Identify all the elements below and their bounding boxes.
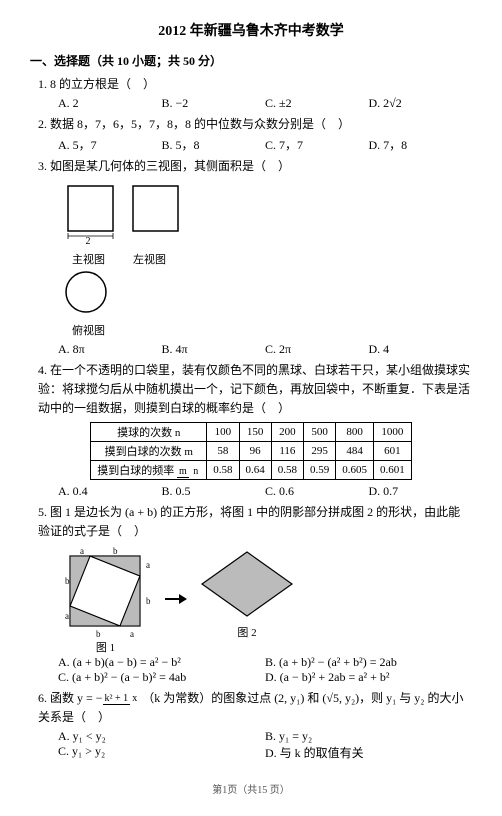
- q5-stem: 5. 图 1 是边长为 (a + b) 的正方形，将图 1 中的阴影部分拼成图 …: [38, 503, 472, 541]
- arrow-icon: [163, 589, 187, 609]
- q5-opt-c: C. (a + b)² − (a − b)² = 4ab: [58, 670, 265, 685]
- table-row: 摸到白球的次数 m 58 96 116 295 484 601: [91, 442, 412, 461]
- q6-options: A. y₁ < y₂ B. y₁ = y₂ C. y₁ > y₂ D. 与 k …: [58, 729, 472, 761]
- q2-stem: 2. 数据 8，7，6，5，7，8，8 的中位数与众数分别是（ ）: [38, 115, 472, 134]
- q3-opt-d: D. 4: [369, 342, 473, 357]
- q5-opt-a: A. (a + b)(a − b) = a² − b²: [58, 655, 265, 670]
- q5-options: A. (a + b)(a − b) = a² − b² B. (a + b)² …: [58, 655, 472, 685]
- page-title: 2012 年新疆乌鲁木齐中考数学: [30, 20, 472, 40]
- q6-opt-b: B. y₁ = y₂: [265, 729, 472, 744]
- q4-table: 摸球的次数 n 100 150 200 500 800 1000 摸到白球的次数…: [90, 422, 412, 480]
- q6-opt-c: C. y₁ > y₂: [58, 744, 265, 761]
- q6-opt-d: D. 与 k 的取值有关: [265, 744, 472, 761]
- q1-opt-c: C. ±2: [265, 96, 369, 111]
- q3-figures: 2 主视图 左视图 俯视图: [58, 181, 472, 338]
- q4-opt-a: A. 0.4: [58, 484, 162, 499]
- q2-opt-b: B. 5，8: [162, 136, 266, 153]
- q3-opt-b: B. 4π: [162, 342, 266, 357]
- q1-stem: 1. 8 的立方根是（ ）: [38, 75, 472, 94]
- table-row: 摸到白球的频率 m n 0.58 0.64 0.58 0.59 0.605 0.…: [91, 461, 412, 480]
- page-footer: 第1页（共15 页）: [30, 781, 472, 796]
- q2-opt-d: D. 7，8: [369, 136, 473, 153]
- q3-options: A. 8π B. 4π C. 2π D. 4: [58, 342, 472, 357]
- q2-options: A. 5，7 B. 5，8 C. 7，7 D. 7，8: [58, 136, 472, 153]
- q2-opt-a: A. 5，7: [58, 136, 162, 153]
- table-row: 摸球的次数 n 100 150 200 500 800 1000: [91, 423, 412, 442]
- fraction: k² + 1x: [103, 694, 140, 704]
- fraction: m n: [177, 467, 200, 477]
- svg-text:a: a: [80, 546, 84, 556]
- q1-opt-a: A. 2: [58, 96, 162, 111]
- q3-opt-a: A. 8π: [58, 342, 162, 357]
- q4-stem: 4. 在一个不透明的口袋里，装有仅颜色不同的黑球、白球若干只，某小组做摸球实验：…: [38, 361, 472, 419]
- q4-opt-d: D. 0.7: [369, 484, 473, 499]
- q6-opt-a: A. y₁ < y₂: [58, 729, 265, 744]
- svg-text:2: 2: [86, 236, 91, 247]
- svg-text:b: b: [146, 596, 151, 606]
- svg-text:b: b: [113, 546, 118, 556]
- q1-opt-b: B. −2: [162, 96, 266, 111]
- q3-top-label: 俯视图: [72, 322, 472, 338]
- q4-opt-b: B. 0.5: [162, 484, 266, 499]
- q4-opt-c: C. 0.6: [265, 484, 369, 499]
- q3-front-label: 主视图: [72, 251, 105, 267]
- svg-text:b: b: [65, 576, 70, 586]
- q6-stem: 6. 函数 y = −k² + 1x （k 为常数）的图象过点 (2, y₁) …: [38, 689, 472, 727]
- q4-options: A. 0.4 B. 0.5 C. 0.6 D. 0.7: [58, 484, 472, 499]
- q3-top-svg: [58, 267, 118, 322]
- q1-options: A. 2 B. −2 C. ±2 D. 2√2: [58, 96, 472, 111]
- q5-figures: a b b a a b b a 图 1 图 2: [58, 544, 472, 655]
- q1-opt-d: D. 2√2: [369, 96, 473, 111]
- q3-views-svg: 2: [58, 181, 208, 251]
- q3-opt-c: C. 2π: [265, 342, 369, 357]
- q3-stem: 3. 如图是某几何体的三视图，其侧面积是（ ）: [38, 157, 472, 176]
- q3-left-label: 左视图: [133, 251, 166, 267]
- q5-fig1-label: 图 1: [58, 639, 153, 655]
- q5-opt-d: D. (a − b)² + 2ab = a² + b²: [265, 670, 472, 685]
- q2-opt-c: C. 7，7: [265, 136, 369, 153]
- svg-text:a: a: [65, 611, 69, 621]
- svg-text:a: a: [146, 560, 150, 570]
- section-heading: 一、选择题（共 10 小题；共 50 分）: [30, 52, 472, 69]
- q5-fig2-label: 图 2: [197, 624, 297, 640]
- svg-text:a: a: [130, 629, 134, 639]
- q5-fig2-svg: [197, 544, 297, 624]
- q5-fig1-svg: a b b a a b b a: [58, 544, 153, 639]
- q5-opt-b: B. (a + b)² − (a² + b²) = 2ab: [265, 655, 472, 670]
- svg-text:b: b: [96, 629, 101, 639]
